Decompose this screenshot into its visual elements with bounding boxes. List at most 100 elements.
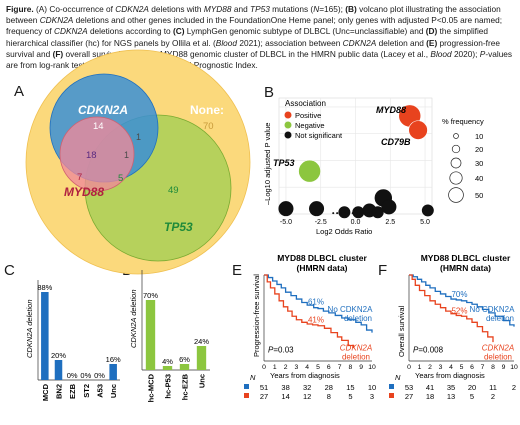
km-at-risk-count: 5 (470, 392, 474, 401)
bar-value-label: 16% (106, 355, 121, 364)
km-at-risk-count: 15 (346, 383, 354, 392)
km-curve (409, 274, 494, 343)
caption-text: progression-free survival and (6, 37, 500, 59)
size-legend-label-50: 50 (475, 191, 483, 200)
km-at-risk-count: 32 (303, 383, 311, 392)
venn-myd88-circle (59, 116, 135, 192)
volcano-legend: Association Positive Negative Not signif… (284, 99, 343, 140)
km-at-risk-count: 5 (348, 392, 352, 401)
bar-value-label: 4% (162, 357, 173, 366)
caption-text: 2020); (451, 48, 480, 59)
km-xlabel: Years from diagnosis (270, 371, 340, 380)
bar-value-label: 20% (51, 351, 66, 360)
km-at-risk-count: 13 (447, 392, 455, 401)
caption-n: N (313, 4, 320, 14)
km-xtick-label: 9 (359, 364, 363, 371)
legend-label-negative: Negative (295, 121, 325, 130)
volcano-xtick-label: 5.0 (420, 219, 430, 226)
km-xtick-label: 4 (449, 364, 453, 371)
bar-ylabel: CDKN2A deletion (25, 299, 34, 358)
km-percent-annotation: 52% (451, 306, 467, 315)
bar-category-label: Unc (109, 384, 118, 398)
caption-panel-ref: (D) (425, 26, 438, 37)
caption-gene: MYD88 (203, 4, 232, 14)
bar-value-label: 24% (194, 337, 209, 346)
bar-category-label: ST2 (82, 384, 91, 398)
caption-panel-ref: (E) (426, 37, 438, 48)
km-xtick-label: 0 (407, 364, 411, 371)
venn-cdkn2a-count: 14 (93, 121, 104, 132)
km-subtitle: (HMRN data) (297, 263, 348, 273)
km-xtick-label: 3 (439, 364, 443, 371)
km-xtick-label: 5 (460, 364, 464, 371)
volcano-xtick-label: 2.5 (385, 219, 395, 226)
volcano-point (347, 212, 350, 215)
km-percent-annotation: 61% (308, 298, 324, 307)
km-legend-no-deletion: No CDKN2A (470, 305, 516, 314)
caption-text: the simplified hierarchical classifier (… (6, 26, 489, 48)
km-xtick-label: 7 (481, 364, 485, 371)
venn-overlap-all-three: 1 (124, 150, 129, 160)
volcano-xtick-label: -2.5 (315, 219, 327, 226)
km-at-risk-count: 2 (512, 383, 516, 392)
panel-letter-e: E (232, 262, 243, 279)
volcano-point (309, 201, 325, 217)
panel-letter-b: B (264, 84, 275, 101)
venn-overlap-cdkn2a-myd88: 18 (86, 150, 97, 161)
km-subtitle: (HMRN data) (440, 263, 491, 273)
size-legend-circle-40 (449, 171, 463, 185)
km-legend-no-deletion: No CDKN2A (328, 305, 374, 314)
caption-gene: CDKN2A (115, 4, 149, 14)
km-at-risk-count: 10 (368, 383, 376, 392)
caption-text: (A) Co-occurrence of (33, 4, 116, 14)
km-at-risk-count: 20 (468, 383, 476, 392)
volcano-legend-title: Association (285, 99, 326, 108)
caption-journal: Blood (215, 37, 238, 48)
km-xtick-label: 7 (338, 364, 342, 371)
caption-text: volcano plot illustrating the associatio… (6, 4, 501, 26)
caption-text: 2021); association between (237, 37, 343, 48)
volcano-xtick-label: 0.0 (351, 219, 361, 226)
bar (162, 366, 173, 370)
bar-category-label: MCD (41, 383, 50, 401)
bar-category-label: hc-EZB (181, 373, 190, 400)
legend-dot-positive (284, 111, 292, 119)
caption-journal: Blood (430, 48, 452, 59)
km-at-risk-header: N (250, 373, 256, 382)
size-legend-label-10: 10 (475, 132, 483, 141)
volcano-point-label-tp53: TP53 (273, 158, 295, 168)
size-legend-circle-50 (448, 187, 464, 203)
km-xtick-label: 10 (510, 364, 518, 371)
venn-overlap-myd88-tp53: 5 (118, 173, 123, 184)
bar (145, 300, 156, 370)
km-ylabel: Overall survival (397, 305, 406, 357)
km-at-risk-count: 53 (405, 383, 413, 392)
volcano-ylabel: –Log10 adjusted P value (263, 123, 272, 205)
volcano-xticks: -5.0 -2.5 0.0 2.5 5.0 (280, 219, 430, 226)
size-legend-label-20: 20 (475, 145, 483, 154)
volcano-point-label-myd88: MYD88 (376, 105, 406, 115)
caption-text: deletions and other genes included in th… (6, 15, 503, 37)
km-legend-deletion: CDKN2A (482, 344, 514, 353)
caption-panel-ref: (C) (172, 26, 185, 37)
panel-letter-f: F (378, 262, 388, 279)
km-legend-no-deletion-2: deletion (344, 314, 372, 323)
km-at-risk-swatch (244, 393, 249, 398)
volcano-point (363, 212, 366, 215)
volcano-point (355, 212, 358, 215)
km-title: MYD88 DLBCL cluster (421, 253, 511, 263)
km-pvalue: P=0.03 (268, 345, 294, 354)
bar-category-label: EZB (68, 383, 77, 399)
caption-text: =165); (319, 4, 346, 14)
km-at-risk-count: 35 (447, 383, 455, 392)
km-xtick-label: 3 (295, 364, 299, 371)
km-xtick-label: 5 (316, 364, 320, 371)
caption-gene: CDKN2A (342, 37, 377, 48)
km-percent-annotation: 41% (308, 316, 324, 325)
volcano-point (371, 212, 374, 215)
size-legend-label-40: 40 (475, 174, 483, 183)
size-legend-circle-30 (450, 157, 462, 169)
